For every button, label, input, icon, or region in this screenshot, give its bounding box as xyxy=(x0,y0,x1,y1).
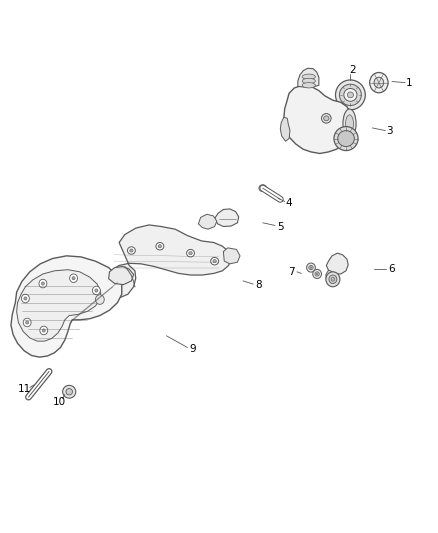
Text: 8: 8 xyxy=(255,280,262,290)
Ellipse shape xyxy=(46,369,52,374)
Text: 7: 7 xyxy=(288,267,295,277)
Ellipse shape xyxy=(338,131,354,147)
Polygon shape xyxy=(223,248,240,264)
Ellipse shape xyxy=(316,273,318,275)
Ellipse shape xyxy=(42,329,46,332)
Text: 4: 4 xyxy=(286,198,293,207)
Ellipse shape xyxy=(346,115,353,133)
Ellipse shape xyxy=(307,263,315,272)
Polygon shape xyxy=(298,68,319,87)
Text: 11: 11 xyxy=(18,384,31,394)
Ellipse shape xyxy=(334,126,358,150)
Ellipse shape xyxy=(40,326,48,335)
Text: 2: 2 xyxy=(349,66,356,75)
Polygon shape xyxy=(11,256,122,357)
Ellipse shape xyxy=(156,243,164,250)
Ellipse shape xyxy=(310,266,312,269)
Ellipse shape xyxy=(343,109,356,139)
Ellipse shape xyxy=(259,185,267,191)
Ellipse shape xyxy=(213,260,216,263)
Ellipse shape xyxy=(95,289,98,292)
Polygon shape xyxy=(326,253,348,274)
Polygon shape xyxy=(17,270,101,341)
Ellipse shape xyxy=(302,74,315,79)
Ellipse shape xyxy=(127,247,135,254)
Ellipse shape xyxy=(21,294,29,303)
Text: 1: 1 xyxy=(406,78,413,87)
Ellipse shape xyxy=(329,275,337,284)
Polygon shape xyxy=(107,225,231,297)
Text: 3: 3 xyxy=(386,126,393,135)
Ellipse shape xyxy=(25,321,29,324)
Ellipse shape xyxy=(189,252,192,255)
Ellipse shape xyxy=(315,272,319,276)
Ellipse shape xyxy=(374,77,384,88)
Ellipse shape xyxy=(324,116,329,120)
Ellipse shape xyxy=(211,257,219,265)
Ellipse shape xyxy=(331,277,335,281)
Ellipse shape xyxy=(39,279,47,288)
Ellipse shape xyxy=(344,88,357,101)
Text: 9: 9 xyxy=(189,344,196,354)
Ellipse shape xyxy=(321,114,331,123)
Ellipse shape xyxy=(41,282,45,285)
Ellipse shape xyxy=(336,80,365,110)
Ellipse shape xyxy=(309,265,313,270)
Ellipse shape xyxy=(187,249,194,257)
Ellipse shape xyxy=(70,274,78,282)
Ellipse shape xyxy=(63,385,76,398)
Ellipse shape xyxy=(313,269,321,278)
Polygon shape xyxy=(326,270,338,284)
Ellipse shape xyxy=(66,389,73,395)
Ellipse shape xyxy=(302,78,315,84)
Ellipse shape xyxy=(95,295,104,304)
Ellipse shape xyxy=(370,72,388,93)
Ellipse shape xyxy=(130,249,133,252)
Polygon shape xyxy=(284,85,353,154)
Ellipse shape xyxy=(339,84,361,106)
Text: 10: 10 xyxy=(53,398,66,407)
Ellipse shape xyxy=(72,277,75,280)
Ellipse shape xyxy=(92,286,100,295)
Ellipse shape xyxy=(326,272,340,287)
Polygon shape xyxy=(109,266,134,285)
Polygon shape xyxy=(215,209,239,227)
Polygon shape xyxy=(280,117,290,141)
Ellipse shape xyxy=(158,245,162,248)
Text: 6: 6 xyxy=(389,264,396,274)
Ellipse shape xyxy=(24,297,27,300)
Ellipse shape xyxy=(23,318,31,327)
Polygon shape xyxy=(198,214,217,229)
Text: 5: 5 xyxy=(277,222,284,231)
Ellipse shape xyxy=(302,83,315,88)
Ellipse shape xyxy=(347,92,353,98)
